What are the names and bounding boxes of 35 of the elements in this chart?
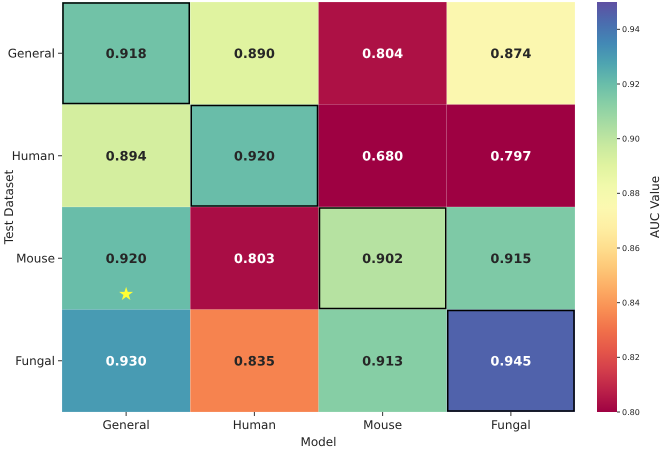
y-axis-title: Test Dataset [2,169,16,246]
data-label: 0.874 [490,46,532,62]
color-bar-label: 0.82 [622,353,640,362]
data-label: 0.920 [106,252,147,267]
color-bar-label: 0.94 [622,25,640,34]
data-label: 0.915 [490,252,532,267]
color-bar-title: AUC Value [648,176,662,238]
data-label: 0.894 [106,149,147,164]
color-bar-label: 0.80 [622,408,640,417]
x-tick-label: General [102,418,150,432]
data-label: 0.902 [362,252,404,267]
data-label: 0.797 [490,149,532,164]
data-label: 0.930 [106,354,147,370]
y-tick-label: Human [12,148,55,163]
x-tick-label: Human [232,418,276,432]
color-bar-label: 0.86 [622,244,640,253]
color-bar-label: 0.90 [622,134,640,144]
data-label: 0.920 [234,149,275,164]
color-bar-label: 0.92 [622,80,640,89]
color-bar-label: 0.84 [622,298,640,308]
data-label: 0.945 [490,354,532,370]
x-axis-title: Model [300,435,337,449]
data-label: 0.890 [234,46,275,62]
data-label: 0.918 [106,46,147,62]
data-label: 0.803 [234,252,275,267]
y-tick-label: Mouse [16,251,55,266]
x-tick-label: Mouse [363,418,402,432]
y-tick-label: General [8,46,55,60]
data-label: 0.680 [362,149,404,164]
y-tick-label: Fungal [15,354,55,368]
data-label: 0.804 [362,46,404,62]
color-bar-label: 0.88 [622,189,640,198]
data-label: 0.835 [234,354,275,370]
data-label: 0.913 [362,354,404,370]
x-tick-label: Fungal [490,418,531,432]
